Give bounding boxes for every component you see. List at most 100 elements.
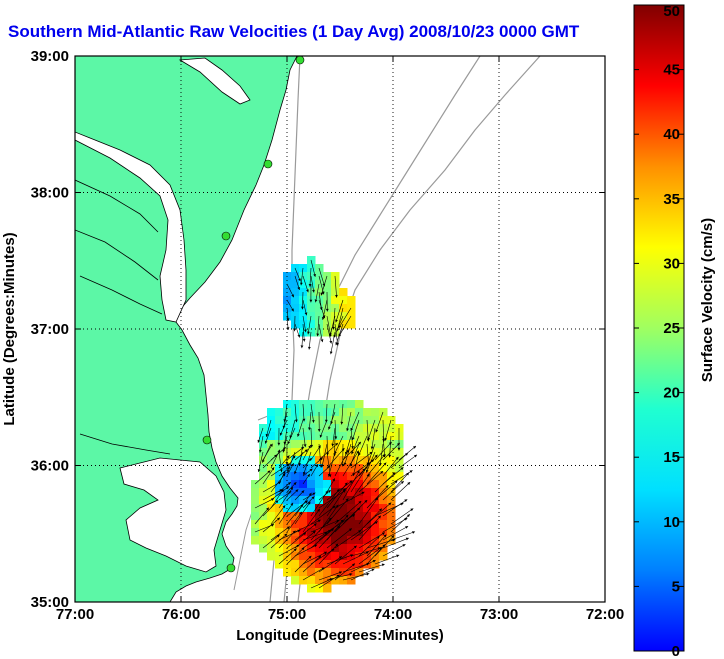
velocity-arrowhead xyxy=(343,462,347,466)
velocity-cell xyxy=(347,504,356,513)
velocity-arrowhead xyxy=(307,501,311,505)
velocity-vector xyxy=(334,563,356,581)
velocity-cell xyxy=(315,512,324,521)
coastal-station[interactable] xyxy=(263,159,273,169)
velocity-vector xyxy=(342,470,360,501)
velocity-vector xyxy=(262,534,280,549)
velocity-cell xyxy=(379,552,388,561)
velocity-cell xyxy=(315,448,324,457)
y-tick-label: 37:00 xyxy=(31,321,69,338)
velocity-vector xyxy=(358,497,379,525)
velocity-cell xyxy=(315,576,324,585)
velocity-cell xyxy=(331,288,340,297)
velocity-arrowhead xyxy=(396,554,400,558)
velocity-cell xyxy=(339,312,348,321)
velocity-vector xyxy=(294,544,318,557)
velocity-vector xyxy=(315,283,320,303)
velocity-cell xyxy=(315,528,324,537)
velocity-cell xyxy=(323,576,332,585)
velocity-arrowhead xyxy=(276,534,280,538)
velocity-vector xyxy=(302,551,328,565)
velocity-vector xyxy=(332,427,336,447)
velocity-vector xyxy=(382,419,385,442)
velocity-cell xyxy=(267,504,276,513)
coastal-station[interactable] xyxy=(202,435,212,445)
velocity-cell xyxy=(363,528,372,537)
velocity-cell xyxy=(355,528,364,537)
coastal-station[interactable] xyxy=(226,563,236,573)
velocity-vector xyxy=(398,454,418,469)
velocity-vector xyxy=(319,419,328,438)
x-tick-label: 77:00 xyxy=(56,606,94,623)
velocity-vector xyxy=(279,419,288,436)
velocity-cell xyxy=(339,544,348,553)
velocity-arrowhead xyxy=(290,502,294,506)
velocity-cell xyxy=(339,528,348,537)
velocity-vector xyxy=(344,443,352,466)
coastal-station[interactable] xyxy=(221,231,231,241)
velocity-vector xyxy=(318,267,325,287)
velocity-cell xyxy=(347,320,356,329)
velocity-arrowhead xyxy=(361,491,365,495)
velocity-cell xyxy=(275,512,284,521)
velocity-arrowhead xyxy=(308,445,311,449)
velocity-cell xyxy=(267,544,276,553)
velocity-cell xyxy=(379,496,388,505)
velocity-vector xyxy=(265,427,272,444)
velocity-arrowhead xyxy=(392,472,396,476)
velocity-vector xyxy=(294,523,317,541)
velocity-arrowhead xyxy=(257,469,261,472)
velocity-arrowhead xyxy=(265,433,269,437)
velocity-vector xyxy=(302,275,309,293)
velocity-vector xyxy=(318,519,344,541)
velocity-cell xyxy=(371,432,380,441)
velocity-cell xyxy=(379,528,388,537)
velocity-cell xyxy=(307,416,316,425)
velocity-cell xyxy=(259,464,268,473)
velocity-vector xyxy=(318,323,323,343)
velocity-cell xyxy=(387,424,396,433)
velocity-arrowhead xyxy=(287,482,291,485)
velocity-cell xyxy=(355,544,364,553)
velocity-cell xyxy=(291,536,300,545)
velocity-cell xyxy=(315,568,324,577)
velocity-arrowhead xyxy=(279,432,283,436)
velocity-cell xyxy=(323,496,332,505)
river xyxy=(79,433,171,455)
velocity-cell xyxy=(259,504,268,513)
velocity-vector xyxy=(390,472,410,493)
velocity-vector xyxy=(286,532,307,549)
velocity-cell xyxy=(323,552,332,561)
velocity-arrowhead xyxy=(335,342,339,346)
velocity-cell xyxy=(291,288,300,297)
velocity-arrowhead xyxy=(287,469,290,473)
velocity-cell xyxy=(315,432,324,441)
velocity-cell xyxy=(379,456,388,465)
coastal-station[interactable] xyxy=(295,56,305,65)
velocity-vector xyxy=(310,275,315,293)
velocity-arrowhead xyxy=(353,545,357,549)
velocity-cell xyxy=(291,472,300,481)
velocity-arrowhead xyxy=(301,446,305,450)
velocity-arrowhead xyxy=(396,442,400,446)
velocity-arrowhead xyxy=(328,517,332,521)
velocity-cell xyxy=(331,544,340,553)
velocity-vector xyxy=(326,488,346,517)
velocity-vector xyxy=(328,411,336,430)
velocity-arrowhead xyxy=(365,469,369,473)
velocity-arrowhead xyxy=(335,504,339,508)
velocity-vector xyxy=(308,331,312,350)
velocity-arrowhead xyxy=(319,434,323,438)
velocity-cell xyxy=(315,520,324,529)
velocity-vector xyxy=(270,449,281,469)
velocity-cell xyxy=(275,416,284,425)
velocity-cell xyxy=(363,472,372,481)
velocity-cell xyxy=(291,296,300,305)
y-tick-label: 39:00 xyxy=(31,48,69,65)
velocity-cell xyxy=(299,528,308,537)
velocity-cell xyxy=(371,528,380,537)
velocity-cell xyxy=(355,432,364,441)
velocity-vector xyxy=(270,489,284,509)
velocity-vector xyxy=(334,545,357,565)
